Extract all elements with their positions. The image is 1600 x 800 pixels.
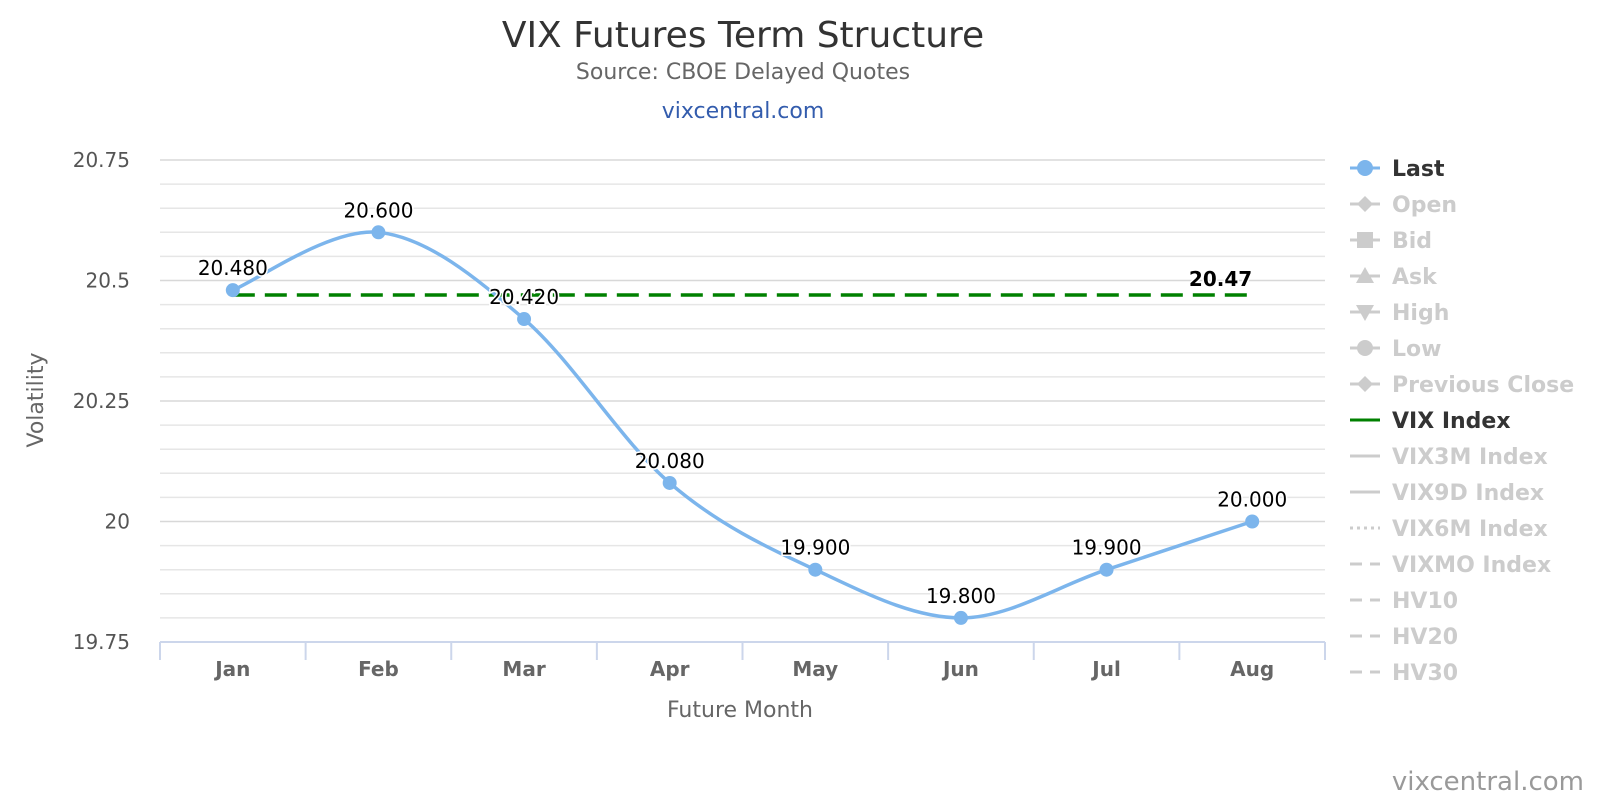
legend-label: VIXMO Index <box>1392 553 1551 578</box>
x-tick-label: Mar <box>502 657 545 681</box>
legend-label: VIX Index <box>1392 409 1511 434</box>
circle-marker-icon <box>1357 340 1373 356</box>
legend-label: Low <box>1392 337 1441 362</box>
x-tick-label: Aug <box>1230 657 1274 681</box>
y-tick-label: 20.25 <box>73 389 130 413</box>
legend-item[interactable]: HV20 <box>1350 625 1458 650</box>
legend-label: HV30 <box>1392 661 1458 686</box>
legend-item[interactable]: High <box>1350 301 1449 326</box>
last-series-point <box>662 475 677 490</box>
legend-item[interactable]: Previous Close <box>1350 373 1574 398</box>
legend-label: Ask <box>1392 265 1438 290</box>
last-data-label: 20.080 <box>635 449 705 473</box>
y-tick-label: 19.75 <box>73 630 130 654</box>
last-series <box>225 225 1260 625</box>
square-marker-icon <box>1357 232 1373 248</box>
legend-item[interactable]: VIX3M Index <box>1350 445 1548 470</box>
legend-item[interactable]: Open <box>1350 193 1457 218</box>
vix-index-end-label: 20.47 <box>1189 267 1252 291</box>
legend-label: Last <box>1392 157 1445 182</box>
legend-item[interactable]: Low <box>1350 337 1441 362</box>
last-data-label: 19.900 <box>780 536 850 560</box>
diamond-marker-icon <box>1357 196 1373 212</box>
legend-item[interactable]: VIX Index <box>1350 409 1511 434</box>
legend-item[interactable]: HV10 <box>1350 589 1458 614</box>
x-tick-label: Jan <box>213 657 250 681</box>
triangle-marker-icon <box>1356 267 1374 283</box>
chart-title: VIX Futures Term Structure <box>502 15 984 56</box>
y-tick-label: 20.75 <box>73 148 130 172</box>
triangle-down-marker-icon <box>1356 305 1374 321</box>
x-axis-title: Future Month <box>667 698 813 723</box>
last-series-point <box>808 562 823 577</box>
grid-lines <box>160 159 1325 643</box>
chart-subtitle: Source: CBOE Delayed Quotes <box>576 60 910 85</box>
legend-label: VIX6M Index <box>1392 517 1548 542</box>
vix-index-series: 20.47 <box>232 265 1254 297</box>
last-series-point <box>1245 514 1260 529</box>
legend: Last Open Bid Ask High Low Previous Close VIX I… <box>1350 157 1574 686</box>
last-series-point <box>953 610 968 625</box>
legend-item[interactable]: VIX9D Index <box>1350 481 1544 506</box>
last-data-label: 20.480 <box>198 256 268 280</box>
legend-label: Open <box>1392 193 1457 218</box>
credits-text[interactable]: vixcentral.com <box>1392 767 1584 797</box>
x-tick-label: May <box>792 657 838 681</box>
y-axis: 19.75 20 20.25 20.5 20.75 <box>73 148 130 654</box>
y-tick-label: 20.5 <box>85 269 130 293</box>
y-tick-label: 20 <box>105 510 130 534</box>
legend-label: VIX9D Index <box>1392 481 1544 506</box>
circle-marker-icon <box>1357 160 1373 176</box>
last-data-label: 19.900 <box>1072 536 1142 560</box>
x-tick-label: Feb <box>358 657 399 681</box>
last-data-label: 20.420 <box>489 285 559 309</box>
legend-item[interactable]: VIXMO Index <box>1350 553 1551 578</box>
legend-label: Bid <box>1392 229 1432 254</box>
last-series-line <box>232 230 1253 620</box>
legend-item[interactable]: HV30 <box>1350 661 1458 686</box>
diamond-marker-icon <box>1357 376 1373 392</box>
x-tick-label: Jun <box>941 657 979 681</box>
x-tick-label: Jul <box>1090 657 1121 681</box>
legend-label: VIX3M Index <box>1392 445 1548 470</box>
data-labels: 20.480 20.600 20.420 20.080 19.900 19.800 19.9… <box>196 197 1288 610</box>
x-tick-label: Apr <box>650 657 690 681</box>
last-series-point <box>225 283 240 298</box>
legend-label: High <box>1392 301 1449 326</box>
last-data-label: 20.600 <box>343 198 413 222</box>
y-axis-title: Volatility <box>24 352 49 447</box>
last-series-point <box>517 312 532 327</box>
legend-item[interactable]: Ask <box>1350 265 1438 290</box>
legend-item[interactable]: VIX6M Index <box>1350 517 1548 542</box>
last-data-label: 20.000 <box>1217 488 1287 512</box>
x-axis: Jan Feb Mar Apr May Jun Jul Aug <box>159 641 1326 681</box>
legend-item[interactable]: Bid <box>1350 229 1432 254</box>
legend-item[interactable]: Last <box>1350 157 1445 182</box>
last-series-point <box>371 225 386 240</box>
last-series-point <box>1099 562 1114 577</box>
legend-label: HV20 <box>1392 625 1458 650</box>
legend-label: HV10 <box>1392 589 1458 614</box>
last-data-label: 19.800 <box>926 584 996 608</box>
legend-label: Previous Close <box>1392 373 1574 398</box>
source-link[interactable]: vixcentral.com <box>662 99 825 124</box>
